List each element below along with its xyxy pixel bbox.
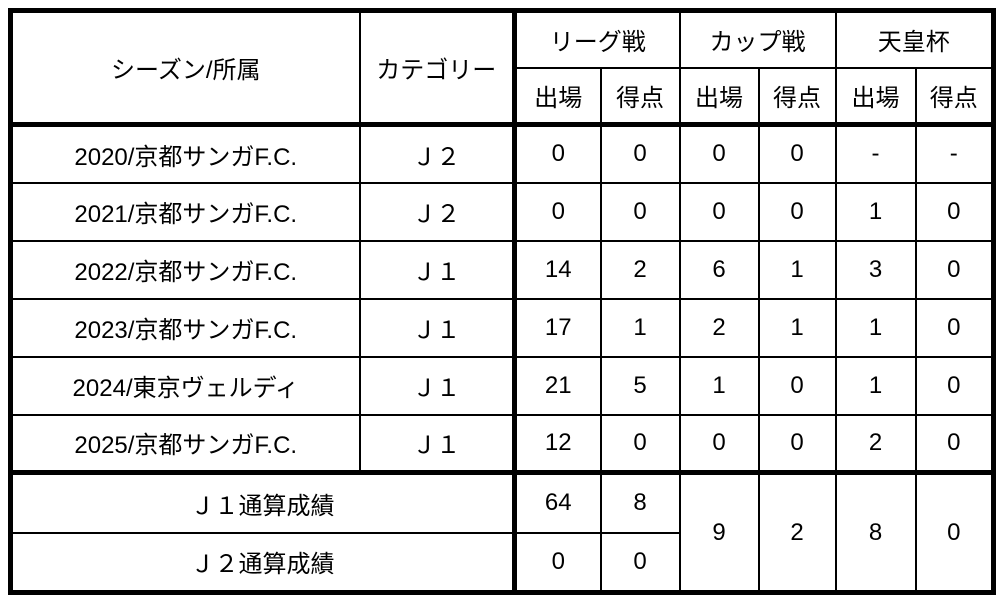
emperor-apps-cell: 2 [834,413,917,474]
league-goals-cell: 1 [599,297,681,358]
emperor-apps-cell: - [834,123,917,184]
league-goals-cell: 0 [599,123,681,184]
league-goals-cell: 2 [599,239,681,300]
totals-j1-league-goals: 8 [599,470,681,534]
season-cell: 2020/京都サンガF.C. [9,123,361,184]
totals-emperor-apps: 8 [834,470,917,594]
cup-goals-cell: 0 [757,413,837,474]
emperor-goals-cell: 0 [914,181,995,242]
emperor-apps-cell: 1 [834,355,917,416]
totals-row-j1: Ｊ１通算成績 64 8 9 2 8 0 [9,470,995,594]
emperor-goals-cell: 0 [914,239,995,300]
header-category: カテゴリー [358,9,517,127]
category-cell: Ｊ１ [358,355,517,416]
player-stats-table: シーズン/所属 カテゴリー リーグ戦 カップ戦 天皇杯 出場 得点 出場 得点 … [8,8,996,595]
league-apps-cell: 12 [513,413,602,474]
totals-j2-league-apps: 0 [513,531,602,594]
header-group-cup: カップ戦 [678,9,837,69]
season-cell: 2021/京都サンガF.C. [9,181,361,242]
header-group-emperor: 天皇杯 [834,9,995,69]
season-cell: 2022/京都サンガF.C. [9,239,361,300]
cup-apps-cell: 2 [678,297,760,358]
totals-label-j2: Ｊ２通算成績 [9,531,517,594]
totals-j2-league-goals: 0 [599,531,681,594]
header-emperor-goals: 得点 [914,66,995,127]
table-row: 2022/京都サンガF.C. Ｊ１ 14 2 6 1 3 0 [9,239,995,300]
cup-goals-cell: 1 [757,239,837,300]
table-row: 2021/京都サンガF.C. Ｊ２ 0 0 0 0 1 0 [9,181,995,242]
header-season-club: シーズン/所属 [9,9,361,127]
category-cell: Ｊ２ [358,123,517,184]
emperor-apps-cell: 1 [834,297,917,358]
league-apps-cell: 17 [513,297,602,358]
league-apps-cell: 0 [513,123,602,184]
league-goals-cell: 5 [599,355,681,416]
cup-goals-cell: 1 [757,297,837,358]
totals-cup-apps: 9 [678,470,760,594]
league-apps-cell: 21 [513,355,602,416]
emperor-goals-cell: - [914,123,995,184]
header-cup-goals: 得点 [757,66,837,127]
cup-goals-cell: 0 [757,355,837,416]
emperor-goals-cell: 0 [914,297,995,358]
header-emperor-apps: 出場 [834,66,917,127]
emperor-goals-cell: 0 [914,355,995,416]
cup-goals-cell: 0 [757,123,837,184]
league-apps-cell: 0 [513,181,602,242]
league-goals-cell: 0 [599,181,681,242]
league-apps-cell: 14 [513,239,602,300]
category-cell: Ｊ１ [358,297,517,358]
header-cup-apps: 出場 [678,66,760,127]
cup-goals-cell: 0 [757,181,837,242]
header-league-goals: 得点 [599,66,681,127]
table-row: 2023/京都サンガF.C. Ｊ１ 17 1 2 1 1 0 [9,297,995,358]
cup-apps-cell: 0 [678,413,760,474]
cup-apps-cell: 1 [678,355,760,416]
header-league-apps: 出場 [513,66,602,127]
totals-j1-league-apps: 64 [513,470,602,534]
totals-emperor-goals: 0 [914,470,995,594]
emperor-goals-cell: 0 [914,413,995,474]
table-row: 2024/東京ヴェルディ Ｊ１ 21 5 1 0 1 0 [9,355,995,416]
table-row: 2025/京都サンガF.C. Ｊ１ 12 0 0 0 2 0 [9,413,995,474]
season-cell: 2024/東京ヴェルディ [9,355,361,416]
cup-apps-cell: 0 [678,181,760,242]
table-row: 2020/京都サンガF.C. Ｊ２ 0 0 0 0 - - [9,123,995,184]
totals-row-j2: Ｊ２通算成績 0 0 [9,531,994,594]
league-goals-cell: 0 [599,413,681,474]
category-cell: Ｊ１ [358,239,517,300]
totals-cup-goals: 2 [757,470,837,594]
cup-apps-cell: 6 [678,239,760,300]
category-cell: Ｊ１ [358,413,517,474]
season-cell: 2025/京都サンガF.C. [9,413,361,474]
header-group-league: リーグ戦 [513,9,681,69]
emperor-apps-cell: 3 [834,239,917,300]
emperor-apps-cell: 1 [834,181,917,242]
season-cell: 2023/京都サンガF.C. [9,297,361,358]
category-cell: Ｊ２ [358,181,517,242]
cup-apps-cell: 0 [678,123,760,184]
totals-label-j1: Ｊ１通算成績 [9,470,517,534]
